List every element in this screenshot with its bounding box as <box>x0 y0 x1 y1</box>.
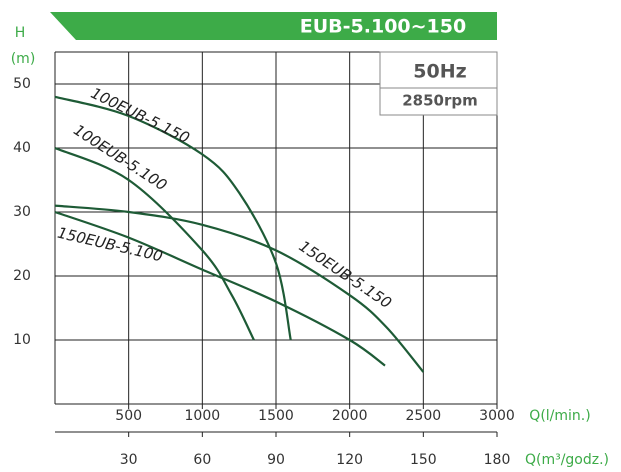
curve-label: 150EUB-5.150 <box>296 237 395 312</box>
x-tick-label: 3000 <box>479 408 515 424</box>
x-tick-label: 1000 <box>185 408 221 424</box>
y-label: (m) <box>11 51 36 67</box>
title-banner <box>50 12 497 40</box>
curve <box>54 95 292 341</box>
y-tick-label: 30 <box>13 204 31 220</box>
chart-title: EUB-5.100~150 <box>300 16 466 38</box>
x2-tick-label: 60 <box>193 452 211 468</box>
x2-label: Q(m³/godz.) <box>525 452 609 468</box>
y-tick-label: 10 <box>13 332 31 348</box>
x-tick-label: 2500 <box>406 408 442 424</box>
x2-tick-label: 150 <box>410 452 437 468</box>
x2-tick-label: 180 <box>484 452 511 468</box>
x-tick-label: 1500 <box>258 408 294 424</box>
y-tick-label: 40 <box>13 140 31 156</box>
y-tick-label: 20 <box>13 268 31 284</box>
x-label: Q(l/min.) <box>529 408 590 424</box>
y-label: H <box>15 25 26 41</box>
curve <box>54 146 255 341</box>
curve <box>54 204 425 373</box>
x2-tick-label: 90 <box>267 452 285 468</box>
curve <box>54 210 386 367</box>
info-box <box>379 51 498 116</box>
frequency: 50Hz <box>413 61 466 83</box>
x-tick-label: 2000 <box>332 408 368 424</box>
y-tick-label: 50 <box>13 76 31 92</box>
speed: 2850rpm <box>402 92 478 110</box>
x2-tick-label: 120 <box>336 452 363 468</box>
x2-tick-label: 30 <box>120 452 138 468</box>
x-tick-label: 500 <box>115 408 142 424</box>
